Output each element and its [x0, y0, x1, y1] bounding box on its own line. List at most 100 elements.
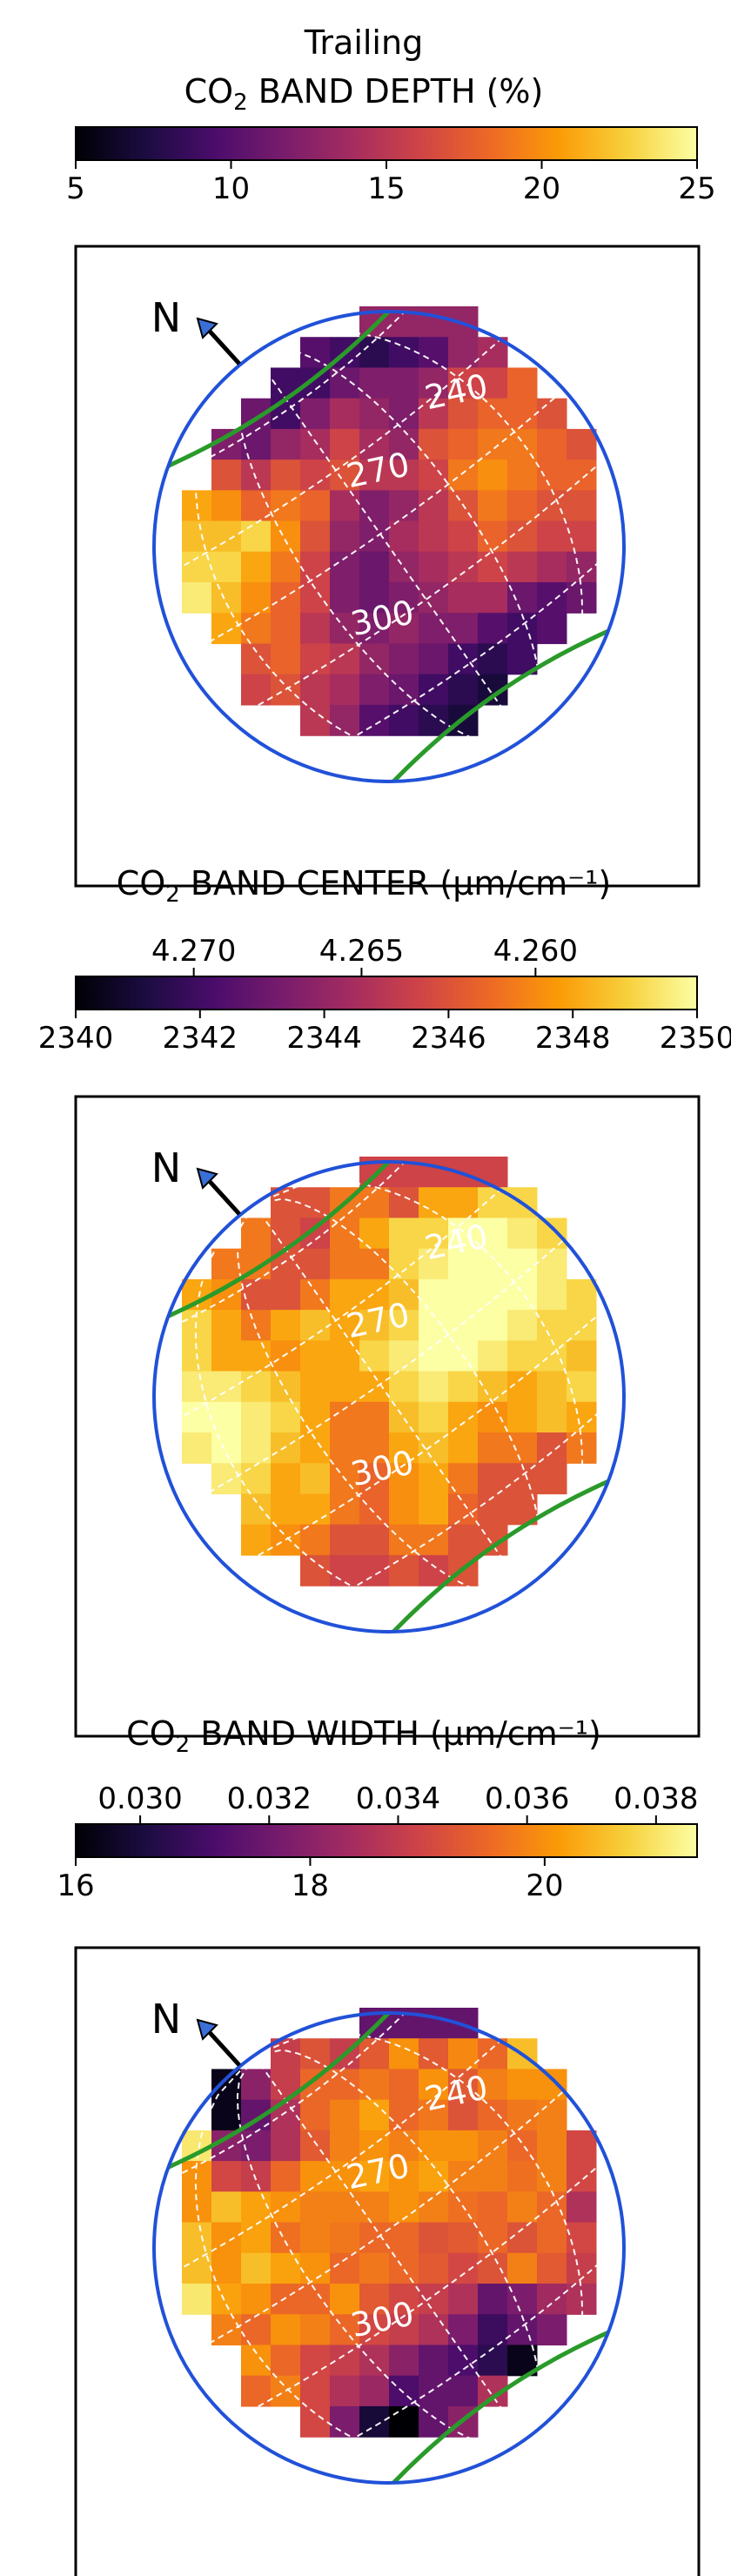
heatmap-cell [271, 2284, 301, 2315]
north-label: N [151, 1144, 181, 1191]
heatmap-cell [211, 2314, 242, 2346]
heatmap-cell [241, 2161, 272, 2192]
heatmap-cell [567, 2222, 597, 2254]
heatmap-cell [271, 520, 301, 553]
heatmap-cell [300, 1340, 331, 1372]
disk-limb [152, 310, 626, 783]
heatmap-cell [330, 520, 360, 553]
heatmap-cell [419, 306, 449, 338]
heatmap-cell [448, 1432, 479, 1464]
heatmap-cell [211, 613, 242, 645]
heatmap-cell [537, 551, 567, 583]
panel-band-width: CO2 BAND WIDTH (μm/cm⁻¹) 16 18 20 0.030 0.03… [57, 1714, 701, 2576]
heatmap-cell [389, 367, 419, 399]
heatmap-cell [567, 1310, 597, 1341]
heatmap-cell [448, 520, 479, 553]
heatmap-cell [241, 2069, 272, 2101]
heatmap-cell [419, 337, 449, 369]
heatmap-cell [478, 2191, 508, 2224]
colorbar-top-tick-label: 4.270 [151, 934, 236, 969]
heatmap-cell [389, 2405, 419, 2438]
longitude-line [253, 1180, 584, 1590]
heatmap-cell [478, 2314, 508, 2346]
heatmap-cell [330, 1554, 360, 1587]
heatmap-cell [389, 1218, 419, 1250]
heatmap-cell [330, 674, 360, 706]
heatmap-cell [211, 1248, 242, 1280]
colorbar-tick-label: 2344 [286, 1021, 362, 1056]
heatmap-cell [271, 2161, 301, 2192]
heatmap-cell [359, 460, 390, 491]
heatmap-cell [271, 460, 301, 491]
heatmap-cell [300, 2191, 331, 2224]
heatmap-cell [478, 1218, 508, 1250]
heatmap-cell [478, 367, 508, 399]
latitude-line [302, 539, 625, 766]
north-arrow-shaft [203, 1174, 241, 1216]
heatmap-cell [478, 643, 508, 675]
colorbar-top-tick-label: 0.036 [485, 1781, 569, 1816]
heatmap-cell [419, 1401, 449, 1433]
longitude-line [236, 2055, 525, 2447]
heatmap-cell [507, 2099, 538, 2131]
heatmap-cell [448, 674, 479, 706]
heatmap-cell [359, 704, 390, 736]
heatmap-cell [359, 398, 390, 430]
heatmap-cell [359, 2345, 390, 2377]
heatmap-cell [567, 2284, 597, 2315]
heatmap-cell [478, 2222, 508, 2254]
heatmap-cell [271, 490, 301, 522]
heatmap-cell [507, 398, 538, 430]
heatmap-cell [478, 428, 508, 460]
panel-band-center: CO2 BAND CENTER (μm/cm⁻¹) 2340 2342 2344 23… [38, 864, 731, 1738]
heatmap-cell [537, 520, 567, 553]
heatmap-cell [241, 1310, 272, 1341]
heatmap-cell [359, 1401, 390, 1433]
heatmap-cell [448, 643, 479, 675]
colorbar-gradient [75, 126, 698, 161]
heatmap-cell [537, 1401, 567, 1433]
heatmap-cell [537, 2314, 567, 2346]
heatmap-cell [330, 428, 360, 460]
heatmap-cell [507, 1401, 538, 1433]
heatmap-cell [300, 613, 331, 645]
heatmap-cell [389, 2252, 419, 2284]
heatmap-cell [567, 2130, 597, 2162]
heatmap-cell [271, 643, 301, 675]
heatmap-cell [389, 2069, 419, 2101]
colorbar-tick-label: 5 [66, 171, 85, 206]
heatmap-cell [478, 1157, 508, 1188]
heatmap-cell [359, 428, 390, 460]
longitude-line [253, 347, 542, 740]
heatmap-cell [271, 2222, 301, 2254]
heatmap-cell [419, 2099, 449, 2131]
heatmap-cell [478, 1463, 508, 1495]
north-arrow-shaft [203, 324, 241, 366]
heatmap-cell [271, 2130, 301, 2162]
colorbar: 5 10 15 20 25 [66, 126, 716, 206]
heatmap-cell [359, 2069, 390, 2101]
heatmap-cell [359, 337, 390, 369]
heatmap-cell [241, 460, 272, 491]
heatmap-cell [271, 582, 301, 614]
heatmap-cell [389, 1493, 419, 1526]
coordinate-grid [156, 2012, 625, 2467]
heatmap-pixels [182, 2008, 597, 2438]
heatmap-cell [330, 1401, 360, 1433]
heatmap-cell [567, 520, 597, 553]
heatmap-cell [241, 1218, 272, 1250]
heatmap-cell [359, 2191, 390, 2224]
heatmap-cell [567, 1278, 597, 1311]
heatmap-cell [478, 1432, 508, 1464]
colorbar-tick-label: 10 [212, 171, 250, 206]
heatmap-cell [359, 1187, 390, 1219]
heatmap-cell [389, 2038, 419, 2070]
heatmap-cell [507, 1248, 538, 1280]
heatmap-cell [330, 582, 360, 614]
heatmap-cell [448, 1278, 479, 1311]
heatmap-cell [241, 428, 272, 460]
heatmap-cell [419, 1524, 449, 1556]
colorbar-top-tick-label: 4.260 [493, 934, 578, 969]
heatmap-cell [300, 2405, 331, 2438]
